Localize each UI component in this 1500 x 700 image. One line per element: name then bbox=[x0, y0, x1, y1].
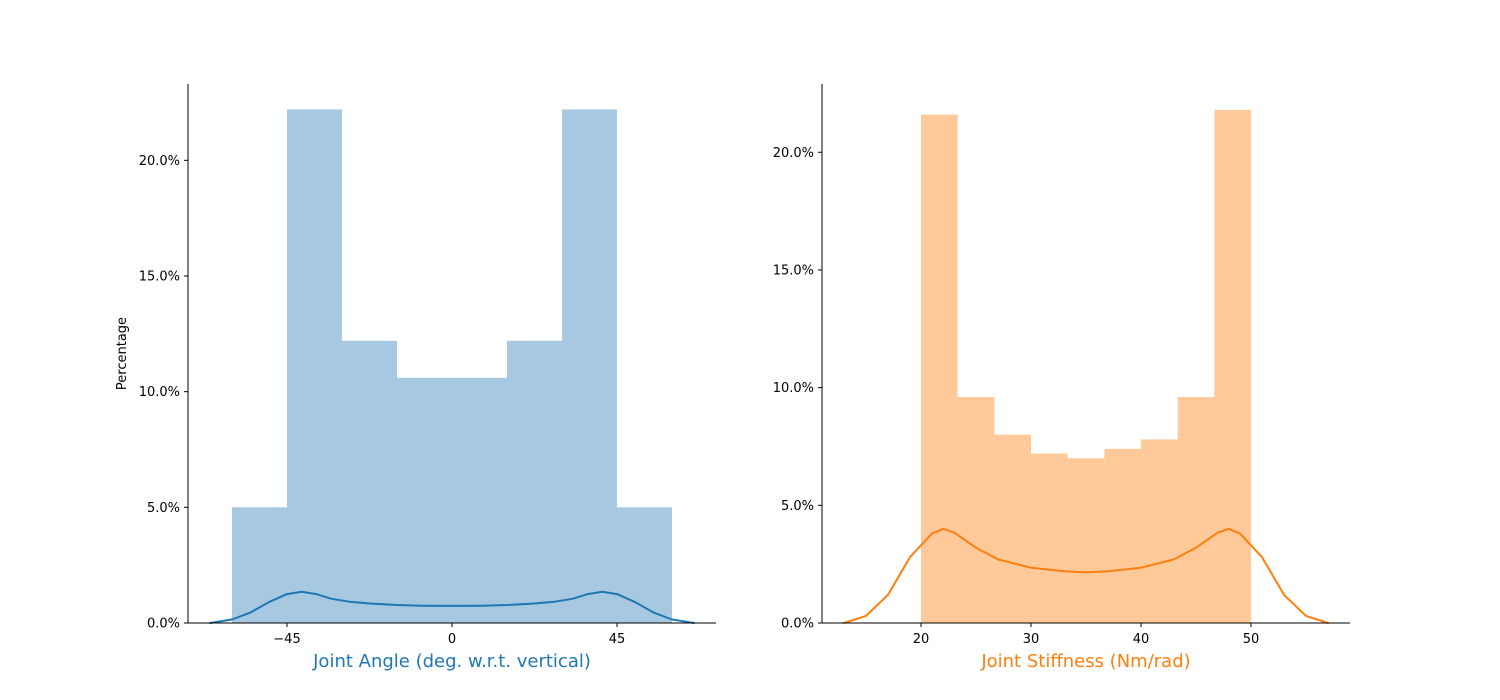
histogram-bar bbox=[1141, 439, 1178, 623]
joint-angle-histogram: 0.0% 5.0% 10.0% 15.0% 20.0% −45 0 45 Joint Angle… bbox=[115, 84, 716, 672]
y-tick-label: 5.0% bbox=[147, 501, 180, 516]
histogram-bar bbox=[507, 340, 562, 623]
histogram-bar bbox=[342, 340, 397, 623]
x-tick-label: 40 bbox=[1133, 632, 1150, 647]
x-tick-label: 45 bbox=[609, 632, 626, 647]
x-tick-label: −45 bbox=[273, 632, 300, 647]
y-tick-label: 10.0% bbox=[139, 385, 180, 400]
x-tick-label: 30 bbox=[1023, 632, 1040, 647]
y-tick-label: 15.0% bbox=[139, 270, 180, 285]
histogram-bar bbox=[232, 507, 287, 623]
histogram-bar bbox=[1067, 458, 1105, 623]
histogram-bar bbox=[994, 434, 1031, 623]
y-tick-label: 5.0% bbox=[781, 499, 814, 514]
y-tick-label: 15.0% bbox=[773, 263, 814, 278]
x-axis-title: Joint Angle (deg. w.r.t. vertical) bbox=[312, 651, 591, 672]
y-axis-title: Percentage bbox=[115, 317, 130, 390]
histogram-bar bbox=[287, 109, 342, 623]
histogram-bar bbox=[617, 507, 672, 623]
x-tick-label: 20 bbox=[913, 632, 930, 647]
histogram-bar bbox=[921, 114, 958, 623]
y-tick-label: 20.0% bbox=[773, 146, 814, 161]
y-tick-label: 20.0% bbox=[139, 154, 180, 169]
histogram-bar bbox=[1104, 448, 1141, 623]
kde-line bbox=[843, 527, 1329, 624]
histogram-bar bbox=[452, 377, 507, 623]
histogram-bar bbox=[397, 377, 452, 623]
x-axis-title: Joint Stiffness (Nm/rad) bbox=[980, 651, 1190, 672]
y-tick-label: 10.0% bbox=[773, 381, 814, 396]
x-tick-label: 50 bbox=[1243, 632, 1260, 647]
histogram-bar bbox=[1214, 109, 1251, 624]
histogram-bar bbox=[957, 397, 995, 623]
y-tick-label: 0.0% bbox=[147, 617, 180, 632]
joint-stiffness-histogram: 0.0% 5.0% 10.0% 15.0% 20.0% 20 30 40 50 Joint Sti… bbox=[773, 84, 1350, 672]
histogram-bar bbox=[1031, 453, 1068, 623]
histogram-bar bbox=[562, 109, 617, 623]
kde-line bbox=[209, 590, 695, 624]
x-tick-label: 0 bbox=[448, 632, 456, 647]
y-tick-label: 0.0% bbox=[781, 617, 814, 632]
histogram-bar bbox=[1177, 397, 1215, 623]
